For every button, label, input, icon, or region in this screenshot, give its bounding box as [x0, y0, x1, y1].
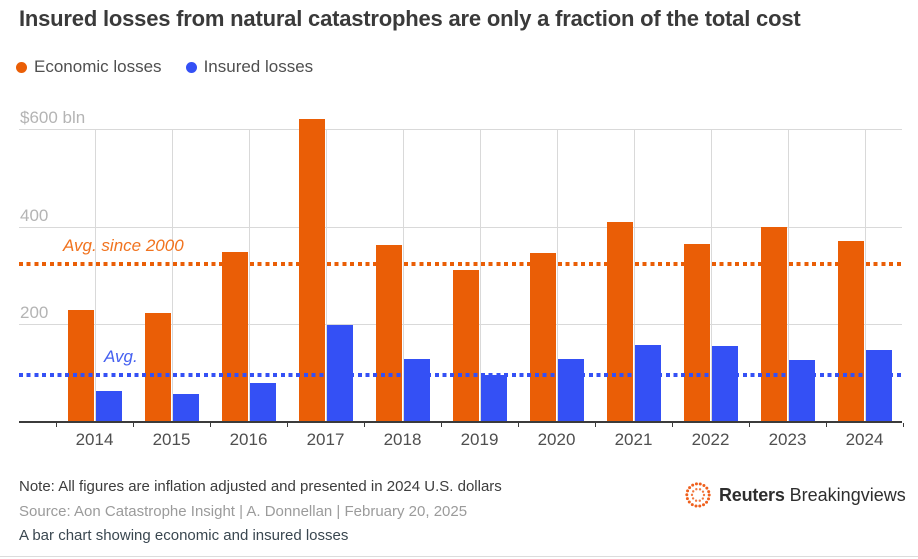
gridline-x-2024	[864, 129, 866, 422]
x-axis-tick-6	[518, 423, 519, 427]
x-axis-label-2017: 2017	[306, 430, 345, 449]
x-axis-label-2016: 2016	[229, 430, 268, 449]
bar-insured-2017[interactable]	[326, 324, 353, 421]
economic-losses-dot-icon	[16, 61, 27, 73]
gridline-y-600	[19, 129, 902, 130]
legend-label-insured: Insured losses	[203, 57, 314, 76]
x-axis-label-2014: 2014	[75, 430, 114, 449]
gridline-x-2020	[556, 129, 558, 422]
y-axis-label-400: 400	[20, 205, 49, 225]
x-axis-label-2023: 2023	[768, 430, 807, 449]
gridline-x-2023	[787, 129, 789, 422]
bar-insured-2014[interactable]	[95, 391, 122, 421]
avg-line-economic	[19, 261, 902, 266]
alt-caption-text: A bar chart showing economic and insured…	[19, 527, 349, 544]
bar-insured-2021[interactable]	[634, 345, 661, 421]
gridline-x-2014	[94, 129, 96, 422]
gridline-x-2021	[633, 129, 635, 422]
avg-label-insured: Avg.	[104, 347, 138, 367]
chart-legend: Economic losses Insured losses	[16, 57, 313, 77]
bar-economic-2022[interactable]	[683, 243, 710, 421]
reuters-breakingviews-logo: Reuters Breakingviews	[684, 481, 906, 509]
y-axis-label-200: 200	[20, 303, 49, 323]
bar-insured-2019[interactable]	[480, 374, 507, 421]
gridline-x-2018	[402, 129, 404, 422]
bar-insured-2022[interactable]	[711, 345, 738, 421]
source-text: Source: Aon Catastrophe Insight | A. Don…	[19, 503, 468, 520]
x-axis-tick-10	[826, 423, 827, 427]
x-axis-tick-9	[749, 423, 750, 427]
bar-economic-2014[interactable]	[67, 310, 94, 421]
gridline-x-2022	[710, 129, 712, 422]
bar-economic-2024[interactable]	[837, 241, 864, 421]
legend-item-insured: Insured losses	[185, 57, 314, 77]
bar-insured-2018[interactable]	[403, 358, 430, 421]
reuters-dotted-circle-icon	[685, 482, 711, 508]
note-text: Note: All figures are inflation adjusted…	[19, 478, 502, 495]
avg-label-economic: Avg. since 2000	[63, 235, 184, 255]
bar-economic-2020[interactable]	[529, 252, 556, 421]
bar-insured-2015[interactable]	[172, 394, 199, 421]
gridline-y-400	[19, 226, 902, 228]
bar-insured-2016[interactable]	[249, 383, 276, 421]
gridline-x-2019	[479, 129, 481, 422]
insured-losses-dot-icon	[185, 61, 197, 73]
legend-label-economic: Economic losses	[34, 57, 162, 76]
x-axis-tick-0	[56, 423, 57, 427]
gridline-x-2015	[171, 129, 173, 422]
y-axis-label-600: $600 bln	[20, 108, 86, 127]
brand-text: Reuters Breakingviews	[719, 485, 906, 506]
bar-economic-2015[interactable]	[144, 313, 171, 421]
bar-insured-2024[interactable]	[865, 350, 892, 421]
x-axis-line	[19, 421, 902, 423]
avg-line-insured	[19, 373, 902, 378]
x-axis-tick-11	[903, 423, 904, 427]
gridline-x-2017	[325, 129, 327, 422]
bar-economic-2021[interactable]	[606, 221, 633, 421]
bar-insured-2020[interactable]	[557, 359, 584, 421]
x-axis-label-2021: 2021	[614, 430, 653, 449]
bottom-divider	[0, 556, 918, 557]
x-axis-label-2022: 2022	[691, 430, 730, 449]
brand-name-breakingviews: Breakingviews	[789, 484, 906, 505]
bar-economic-2017[interactable]	[298, 118, 325, 421]
gridline-x-2016	[248, 129, 250, 422]
x-axis-tick-1	[133, 423, 134, 427]
brand-name-reuters: Reuters	[719, 484, 785, 505]
legend-item-economic: Economic losses	[16, 57, 162, 77]
plot-area: $600 bln 400 200 Avg. since 2000 Avg. 2014 201…	[19, 108, 904, 449]
x-axis-label-2019: 2019	[460, 430, 499, 449]
x-axis-label-2018: 2018	[383, 430, 422, 449]
x-axis-label-2015: 2015	[152, 430, 191, 449]
x-axis-tick-8	[672, 423, 673, 427]
x-axis-tick-4	[364, 423, 365, 427]
x-axis-tick-5	[441, 423, 442, 427]
bar-economic-2018[interactable]	[375, 245, 402, 421]
x-axis-tick-2	[210, 423, 211, 427]
bar-economic-2023[interactable]	[760, 226, 787, 421]
bar-economic-2016[interactable]	[221, 252, 248, 421]
x-axis-tick-7	[595, 423, 596, 427]
page-title: Insured losses from natural catastrophes…	[19, 6, 801, 31]
x-axis-label-2024: 2024	[845, 430, 884, 449]
bar-economic-2019[interactable]	[452, 269, 479, 421]
x-axis-label-2020: 2020	[537, 430, 576, 449]
bar-insured-2023[interactable]	[788, 360, 815, 421]
x-axis-tick-3	[287, 423, 288, 427]
